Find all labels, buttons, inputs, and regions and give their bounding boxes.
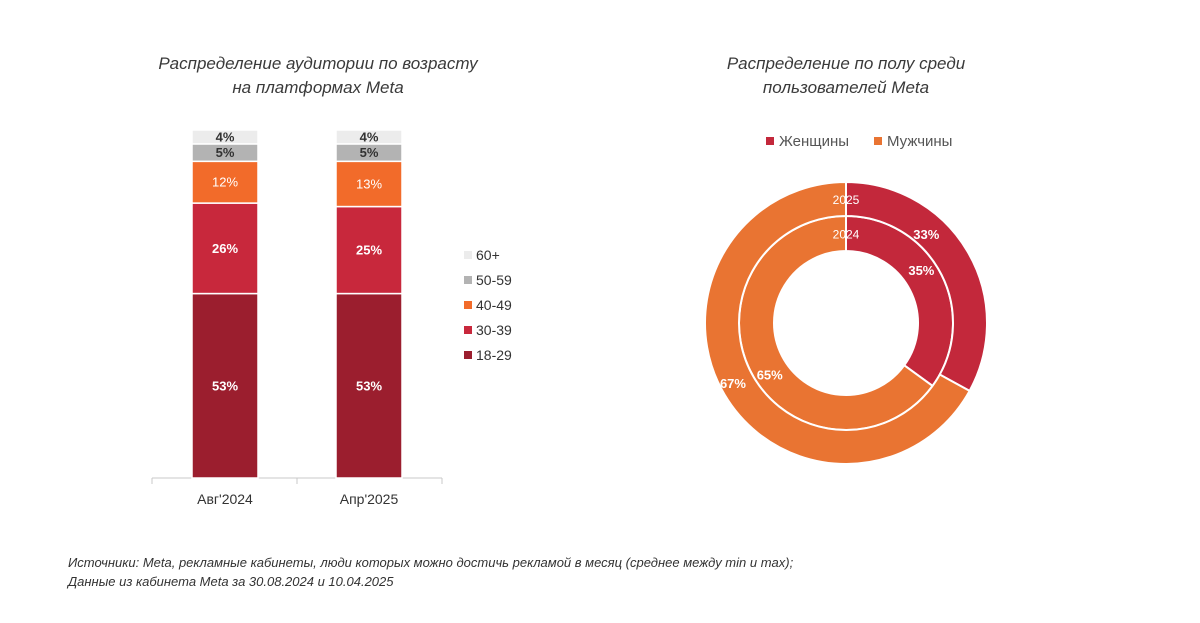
legend-swatch-60+ <box>464 251 472 259</box>
gender-chart-title-line1: Распределение по полу среди <box>726 54 966 73</box>
legend-swatch-18-29 <box>464 351 472 359</box>
bar-data-label: 53% <box>356 378 382 393</box>
bar-segment-60+ <box>191 129 259 145</box>
legend-label-50-59: 50-59 <box>476 272 512 288</box>
bar-data-label: 12% <box>212 175 238 190</box>
gender-donut-chart: 2024 2025 35% 65% 33% 67% Женщины Мужчины <box>704 133 988 465</box>
age-chart-title: Распределение аудитории по возрасту на п… <box>118 52 518 100</box>
footnote: Источники: Meta, рекламные кабинеты, люд… <box>68 553 793 591</box>
bar-data-label: 13% <box>356 176 382 191</box>
legend-swatch-40-49 <box>464 301 472 309</box>
donut-data-label: 67% <box>720 376 746 391</box>
bar-data-label: 26% <box>212 241 238 256</box>
bar-data-label: 5% <box>360 145 379 160</box>
gender-chart-title: Распределение по полу среди пользователе… <box>646 52 1046 100</box>
gender-chart-title-line2: пользователей Meta <box>762 78 930 97</box>
donut-slice-2025-men <box>704 180 971 465</box>
x-tick-label: Авг'2024 <box>197 491 253 507</box>
x-tick-label: Апр'2025 <box>340 491 399 507</box>
legend-swatch-men <box>874 137 882 145</box>
donut-data-label: 33% <box>913 227 939 242</box>
ring-label-2024: 2024 <box>833 228 860 242</box>
age-stacked-bar-chart: 53%26%12%5%4%Авг'202453%25%13%5%4%Апр'20… <box>151 129 512 507</box>
footnote-line1: Источники: Meta, рекламные кабинеты, люд… <box>68 555 794 570</box>
bar-data-label: 4% <box>216 129 235 144</box>
legend-label-18-29: 18-29 <box>476 347 512 363</box>
bar-segment-18-29 <box>191 292 259 479</box>
legend-label-60+: 60+ <box>476 247 500 263</box>
age-chart-title-line1: Распределение аудитории по возрасту <box>158 54 478 73</box>
age-chart-title-line2: на платформах Meta <box>232 78 404 97</box>
bar-segment-60+ <box>335 129 403 145</box>
legend-label-men: Мужчины <box>887 133 952 150</box>
bar-data-label: 53% <box>212 378 238 393</box>
bar-segment-40-49 <box>335 160 403 208</box>
legend-label-30-39: 30-39 <box>476 322 512 338</box>
legend-swatch-30-39 <box>464 326 472 334</box>
bar-data-label: 4% <box>360 129 379 144</box>
bar-segment-30-39 <box>191 202 259 295</box>
legend-swatch-50-59 <box>464 276 472 284</box>
bar-data-label: 5% <box>216 145 235 160</box>
donut-data-label: 35% <box>908 263 934 278</box>
bar-data-label: 25% <box>356 243 382 258</box>
legend-swatch-women <box>766 137 774 145</box>
legend-label-40-49: 40-49 <box>476 297 512 313</box>
ring-label-2025: 2025 <box>833 193 860 207</box>
footnote-line2: Данные из кабинета Meta за 30.08.2024 и … <box>68 574 394 589</box>
donut-data-label: 65% <box>757 367 783 382</box>
legend-label-women: Женщины <box>779 133 849 150</box>
